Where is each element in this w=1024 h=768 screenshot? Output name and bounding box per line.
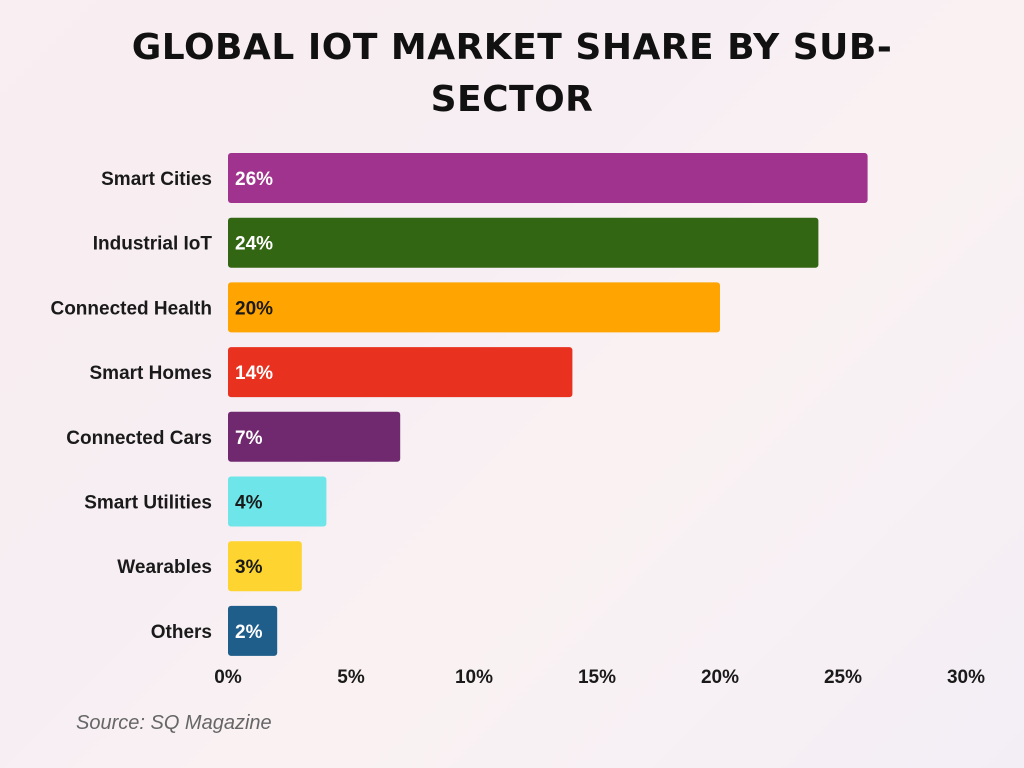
category-label-5: Smart Utilities — [84, 493, 212, 514]
data-label-0: 26% — [235, 169, 273, 190]
x-tick-label-3: 15% — [578, 667, 616, 688]
data-label-2: 20% — [235, 298, 273, 319]
bar-3 — [228, 347, 573, 398]
data-label-3: 14% — [235, 363, 273, 384]
data-label-4: 7% — [235, 428, 263, 449]
bar-7 — [228, 605, 278, 656]
chart-title-line-1: GLOBAL IOT MARKET SHARE BY SUB- — [131, 27, 893, 68]
category-label-0: Smart Cities — [101, 169, 212, 190]
data-label-7: 2% — [235, 622, 263, 643]
bar-4 — [228, 411, 401, 462]
x-tick-label-2: 10% — [455, 667, 493, 688]
bar-2 — [228, 282, 720, 333]
x-tick-label-4: 20% — [701, 667, 739, 688]
data-label-6: 3% — [235, 557, 263, 578]
category-label-1: Industrial IoT — [93, 234, 213, 255]
category-label-4: Connected Cars — [66, 428, 212, 449]
bar-5 — [228, 476, 327, 527]
bar-1 — [228, 217, 819, 268]
category-label-6: Wearables — [117, 557, 212, 578]
x-tick-label-1: 5% — [337, 667, 365, 688]
chart-title-line-2: SECTOR — [430, 79, 594, 120]
category-label-3: Smart Homes — [90, 363, 213, 384]
chart-title: GLOBAL IOT MARKET SHARE BY SUB- SECTOR — [0, 22, 1024, 126]
bar-0 — [228, 153, 868, 203]
x-tick-label-6: 30% — [947, 667, 985, 688]
x-tick-label-0: 0% — [214, 667, 242, 688]
bar-6 — [228, 541, 302, 592]
category-label-2: Connected Health — [50, 298, 212, 319]
category-label-7: Others — [151, 622, 212, 643]
data-label-5: 4% — [235, 493, 263, 514]
x-tick-label-5: 25% — [824, 667, 862, 688]
source-note: Source: SQ Magazine — [76, 712, 272, 734]
data-label-1: 24% — [235, 234, 273, 255]
